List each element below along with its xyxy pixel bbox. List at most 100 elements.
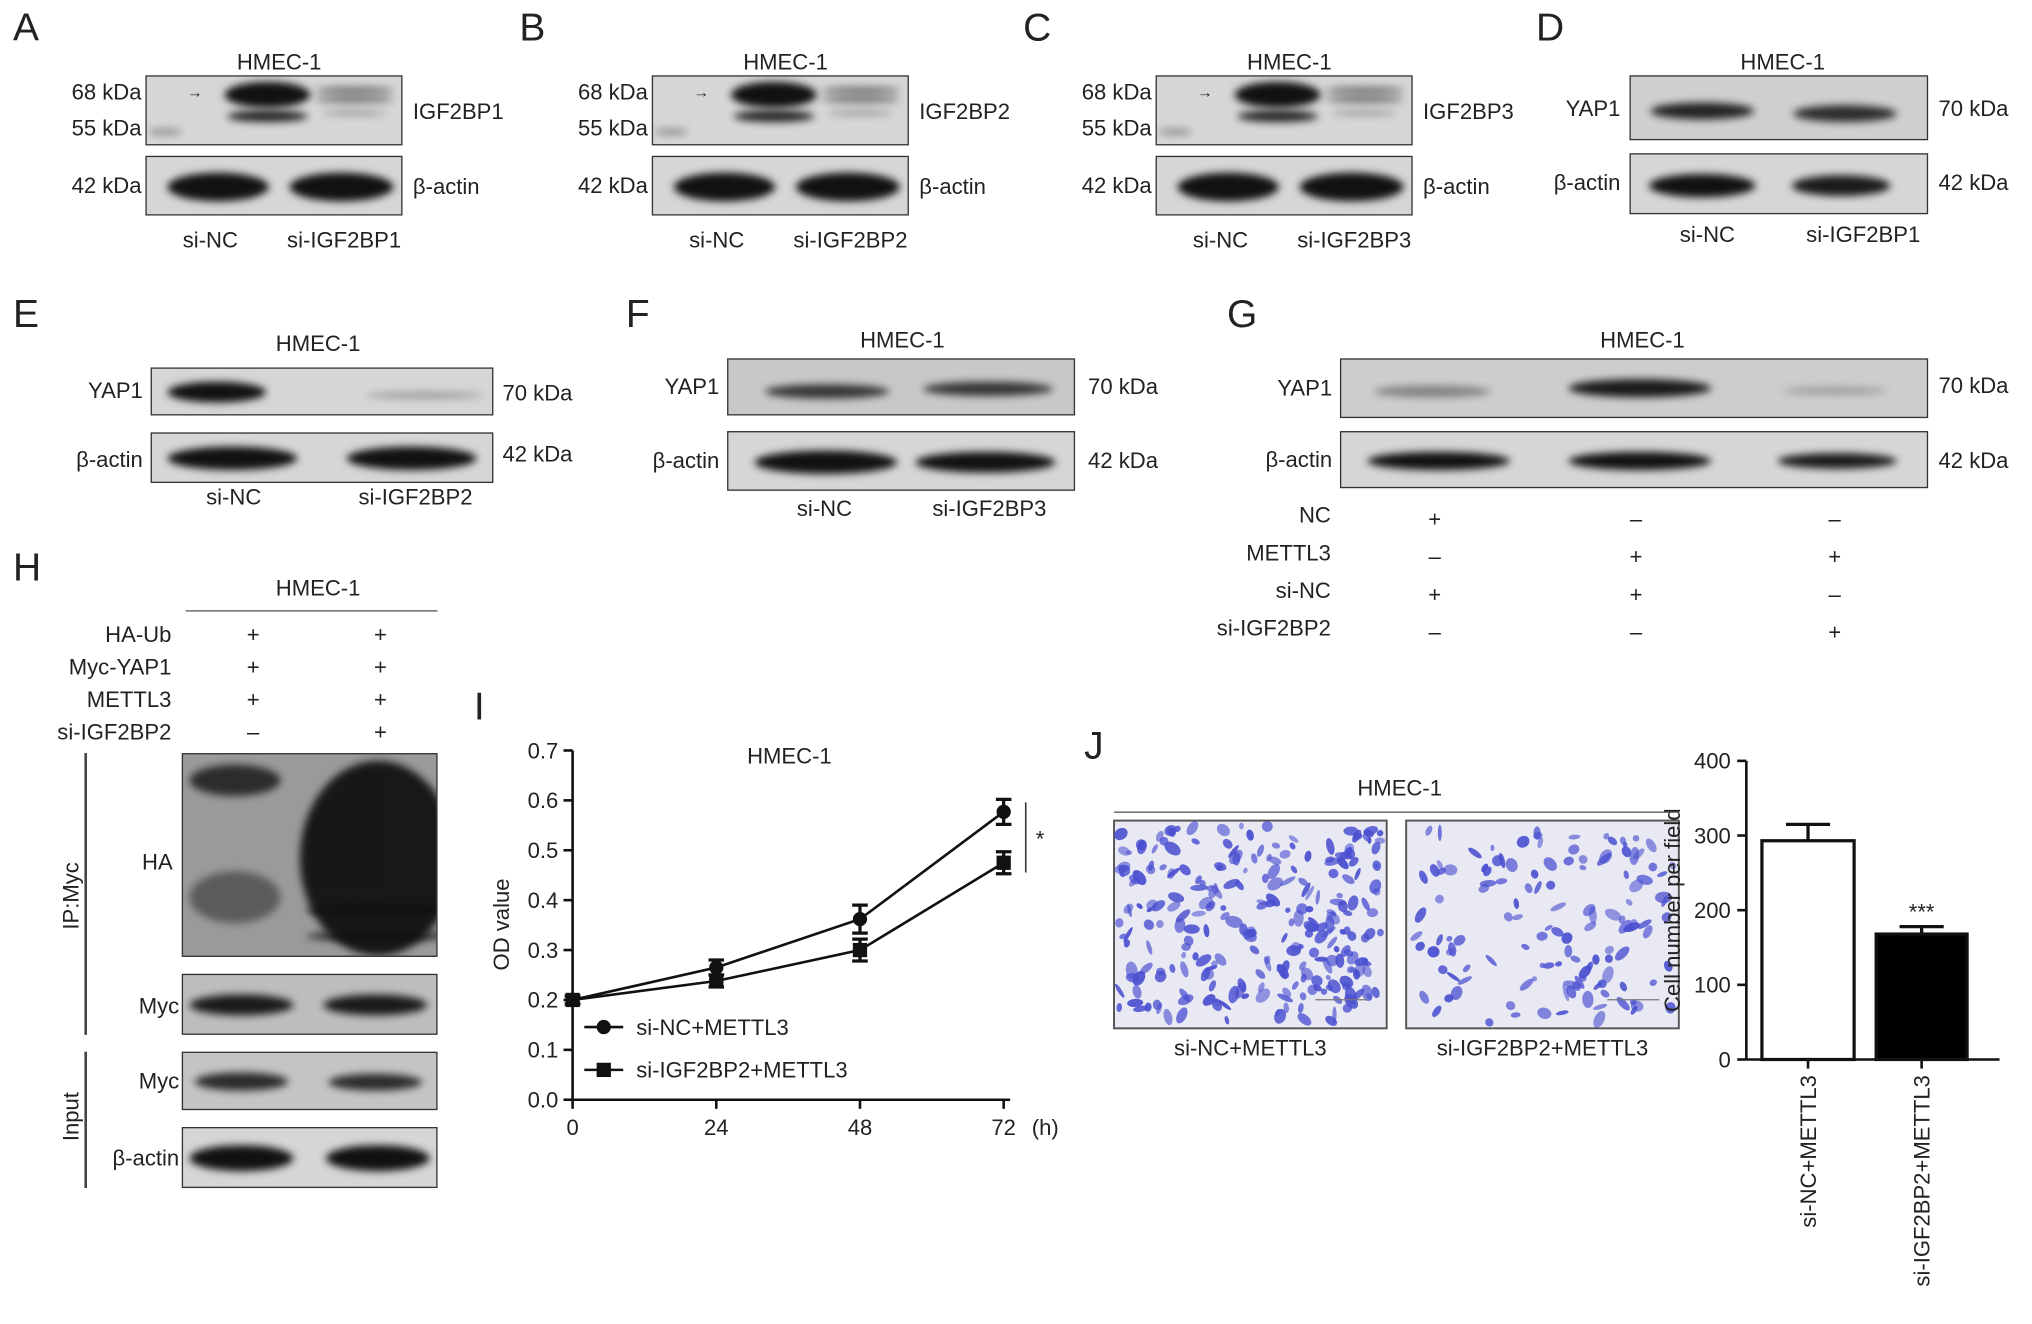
stained-cell: [1655, 891, 1673, 904]
y-tick-label: 0.2: [528, 988, 559, 1013]
transwell-image: [1405, 819, 1680, 1030]
stained-cell: [1229, 849, 1243, 865]
condition-label: si-IGF2BP2: [1216, 616, 1331, 641]
panel-title: HMEC-1: [1740, 49, 1826, 75]
stained-cell: [1325, 1015, 1338, 1026]
stained-cell: [1280, 876, 1296, 887]
stained-cell: [1530, 869, 1539, 879]
y-tick-label: 100: [1694, 973, 1731, 998]
protein-band: [1568, 451, 1712, 471]
error-bar: [1785, 822, 1831, 841]
stained-cell: [1191, 838, 1200, 845]
stained-cell: [1239, 822, 1244, 830]
stained-cell: [1299, 992, 1307, 1001]
protein-band: [1367, 451, 1511, 471]
stained-cell: [1495, 878, 1508, 885]
condition-mark: –: [1828, 507, 1841, 532]
stained-cell: [1325, 838, 1335, 855]
lane-label: si-IGF2BP3: [932, 496, 1047, 522]
stained-cell: [1582, 990, 1594, 1009]
stained-cell: [1174, 825, 1181, 833]
protein-band: [189, 764, 281, 796]
stained-cell: [1301, 882, 1311, 898]
stained-cell: [1347, 895, 1359, 911]
stained-cell: [1582, 904, 1596, 917]
stained-cell: [1593, 982, 1603, 990]
protein-band: [1177, 172, 1279, 202]
target-label: IGF2BP1: [412, 99, 504, 124]
blot-B-target: [651, 75, 909, 146]
stained-cell: [1574, 975, 1585, 989]
blot-C-target: [1155, 75, 1413, 146]
stained-cell: [1579, 865, 1587, 871]
stained-cell: [1364, 928, 1376, 940]
lane-label: si-IGF2BP1: [1806, 222, 1921, 248]
stained-cell: [1343, 949, 1354, 957]
stained-cell: [1222, 838, 1233, 849]
stained-cell: [1125, 972, 1141, 983]
stained-cell: [1255, 988, 1271, 1003]
panel-letter-E: E: [12, 293, 39, 337]
y-tick-label: 0.3: [528, 938, 559, 963]
protein-band: [194, 1072, 289, 1091]
stained-cell: [1119, 872, 1125, 878]
stained-cell: [1174, 918, 1186, 933]
stained-cell: [1156, 919, 1164, 928]
stained-cell: [1300, 967, 1314, 981]
marker-label: 42 kDa: [71, 173, 142, 199]
stained-cell: [1148, 860, 1155, 872]
stained-cell: [1297, 943, 1304, 950]
blot-H-actin: [181, 1127, 438, 1189]
stained-cell: [1152, 999, 1162, 1011]
stained-cell: [1206, 965, 1218, 971]
image-label: si-NC+METTL3: [1174, 1036, 1327, 1061]
stained-cell: [1321, 926, 1336, 938]
stained-cell: [1246, 928, 1257, 938]
blot-A-actin: [145, 155, 403, 216]
panel-title: HMEC-1: [275, 575, 361, 601]
stained-cell: [1367, 836, 1372, 844]
stained-cell: [1179, 988, 1190, 1002]
stained-cell: [1498, 852, 1506, 869]
stained-cell: [1339, 929, 1346, 935]
lane-label: si-IGF2BP2: [358, 484, 473, 510]
stained-cell: [1139, 962, 1153, 975]
blot-D-yap1: [1629, 75, 1929, 141]
stained-cell: [1114, 864, 1128, 874]
stained-cell: [1271, 842, 1281, 849]
stained-cell: [1339, 975, 1354, 988]
blot-D-actin: [1629, 153, 1929, 215]
stained-cell: [1360, 933, 1370, 943]
stained-cell: [1186, 821, 1199, 836]
target-label: YAP1: [1277, 375, 1333, 401]
protein-band: [754, 450, 898, 474]
x-tick-label: 72: [991, 1115, 1016, 1140]
stained-cell: [1334, 852, 1353, 860]
stained-cell: [1332, 1006, 1337, 1024]
stained-cell: [1223, 878, 1240, 889]
blot-H-ip-myc: [181, 973, 438, 1035]
panel-title: HMEC-1: [236, 49, 322, 75]
stained-cell: [1118, 864, 1131, 876]
stained-cell: [1586, 961, 1593, 972]
bracket-input: [84, 1051, 87, 1189]
stained-cell: [1619, 981, 1628, 992]
stained-cell: [1123, 903, 1134, 914]
stained-cell: [1478, 883, 1490, 893]
stained-cell: [1190, 884, 1209, 891]
stained-cell: [1524, 883, 1533, 894]
condition-mark: +: [373, 655, 387, 680]
stained-cell: [1340, 945, 1351, 958]
stained-cell: [1446, 935, 1453, 942]
stained-cell: [1164, 825, 1177, 836]
stained-cell: [1531, 976, 1538, 982]
stained-cell: [1372, 860, 1382, 872]
stained-cell: [1213, 998, 1221, 1007]
arrow-icon: →: [693, 83, 709, 102]
condition-label: si-IGF2BP2: [57, 719, 172, 745]
stained-cell: [1167, 867, 1180, 878]
bracket-ipmyc: [84, 753, 87, 1035]
stained-cell: [1143, 919, 1155, 930]
stained-cell: [1661, 895, 1668, 907]
stained-cell: [1146, 940, 1153, 955]
